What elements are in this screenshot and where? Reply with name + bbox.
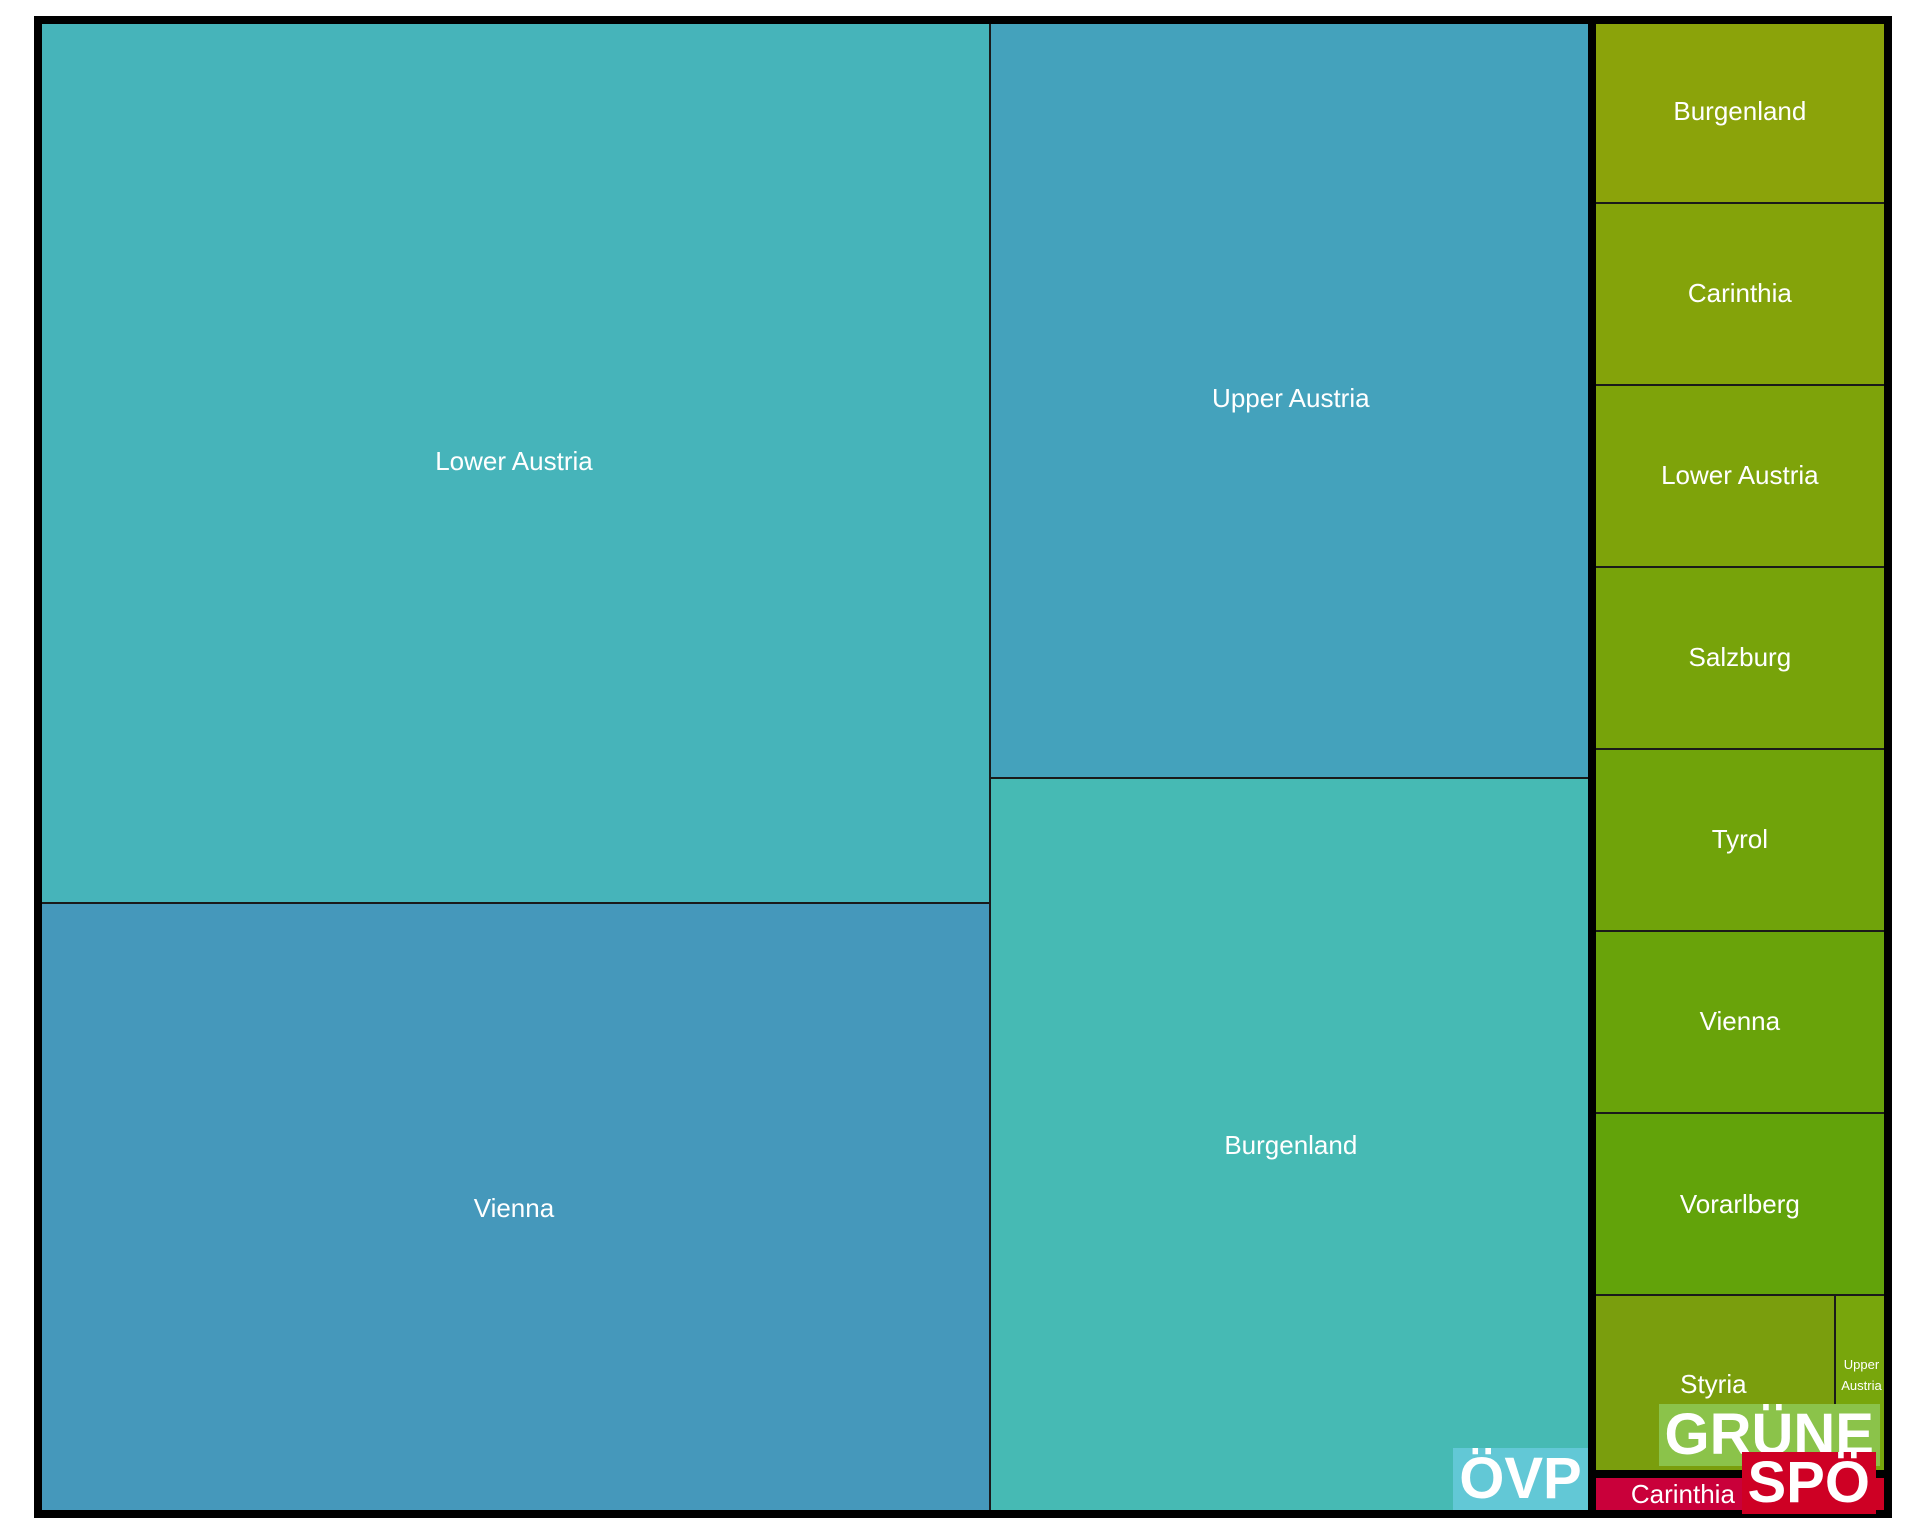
group-label-spo: SPÖ bbox=[1741, 1452, 1876, 1514]
treemap-cell-grune-tyrol: Tyrol bbox=[1591, 748, 1888, 932]
treemap-cell-grune-vorarlberg: Vorarlberg bbox=[1591, 1113, 1888, 1296]
cell-label-grune-vorarlberg: Vorarlberg bbox=[1679, 1188, 1800, 1219]
cell-label-ovp-lower-austria: Lower Austria bbox=[435, 445, 593, 476]
cell-label-ovp-burgenland: Burgenland bbox=[1224, 1130, 1358, 1161]
treemap-cell-grune-salzburg: Salzburg bbox=[1591, 566, 1888, 749]
plot-area: Lower Austria Vienna Upper Austria Burgenla… bbox=[34, 16, 1892, 1518]
cell-label-ovp-upper-austria: Upper Austria bbox=[1212, 383, 1370, 414]
treemap-cell-grune-burgenland: Burgenland bbox=[1591, 20, 1888, 203]
cell-label-grune-upper-austria: Upper Austria bbox=[1841, 1356, 1882, 1393]
group-label-ovp: ÖVP bbox=[1453, 1448, 1588, 1510]
treemap-cell-grune-lower-austria: Lower Austria bbox=[1591, 384, 1888, 567]
cell-label-grune-vienna: Vienna bbox=[1699, 1006, 1781, 1037]
treemap-cell-grune-vienna: Vienna bbox=[1591, 931, 1888, 1114]
cell-label-grune-carinthia: Carinthia bbox=[1687, 278, 1792, 308]
cell-label-grune-styria: Styria bbox=[1680, 1369, 1747, 1400]
cell-label-grune-burgenland: Burgenland bbox=[1673, 95, 1807, 126]
treemap-cell-ovp-vienna: Vienna bbox=[38, 902, 990, 1514]
treemap-cell-ovp-lower-austria: Lower Austria bbox=[38, 20, 990, 903]
treemap-cell-ovp-upper-austria: Upper Austria bbox=[989, 20, 1592, 778]
cell-label-spo-carinthia: Carinthia bbox=[1630, 1478, 1735, 1509]
treemap-cell-ovp-burgenland: Burgenland bbox=[989, 777, 1592, 1514]
cell-label-grune-salzburg: Salzburg bbox=[1688, 642, 1792, 673]
cell-label-grune-lower-austria: Lower Austria bbox=[1661, 460, 1819, 491]
treemap-cell-grune-carinthia: Carinthia bbox=[1591, 202, 1888, 385]
cell-label-ovp-vienna: Vienna bbox=[473, 1192, 555, 1223]
cell-label-grune-tyrol: Tyrol bbox=[1711, 824, 1769, 855]
